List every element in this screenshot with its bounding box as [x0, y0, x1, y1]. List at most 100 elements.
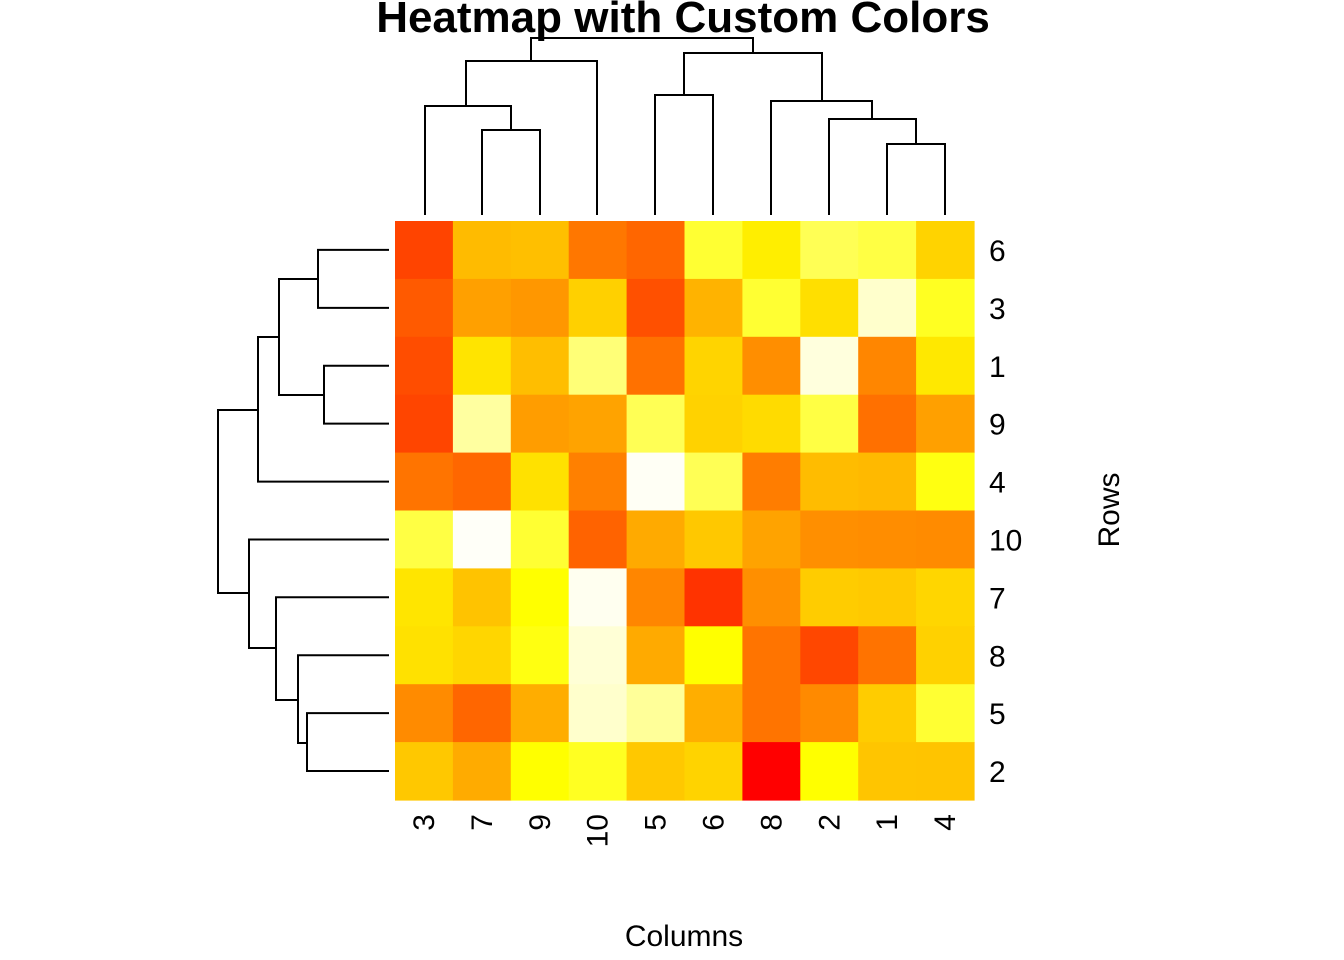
heatmap-cell-r6-c2	[800, 221, 859, 280]
row-dendrogram	[217, 248, 389, 772]
row-tick-label: 2	[989, 756, 1006, 789]
heatmap-cell-r10-c7	[452, 510, 512, 569]
row-tick-label: 6	[989, 235, 1006, 268]
heatmap-cell-r6-c7	[452, 221, 512, 280]
heatmap-cell-r6-c10	[568, 221, 628, 280]
heatmap-cell-r5-c1	[858, 684, 917, 743]
row-dendrogram-branch	[306, 712, 389, 772]
heatmap-cell-r2-c6	[684, 742, 743, 801]
column-tick-label: 5	[640, 814, 673, 831]
heatmap-cell-r5-c5	[626, 684, 686, 743]
column-dendrogram-branch	[654, 94, 714, 215]
heatmap-cell-r7-c9	[510, 568, 570, 627]
heatmap-cell-r3-c2	[800, 278, 859, 338]
column-tick-label: 7	[466, 814, 499, 831]
heatmap-cell-r1-c3	[395, 336, 454, 396]
heatmap-cell-r2-c3	[395, 742, 454, 801]
heatmap-cell-r2-c5	[626, 742, 686, 801]
heatmap-cells	[395, 221, 975, 801]
heatmap-cell-r5-c6	[684, 684, 743, 743]
column-tick-label: 6	[698, 814, 731, 831]
column-dendrogram-branch	[424, 105, 512, 215]
heatmap-cell-r7-c6	[684, 568, 743, 627]
heatmap-cell-r3-c5	[626, 278, 686, 338]
heatmap-cell-r3-c4	[916, 278, 975, 338]
heatmap-cell-r5-c2	[800, 684, 859, 743]
heatmap-cell-r2-c10	[568, 742, 628, 801]
heatmap-cell-r4-c1	[858, 452, 917, 512]
heatmap-cell-r4-c10	[568, 452, 628, 512]
column-dendrogram-branch	[886, 143, 946, 215]
heatmap-cell-r8-c2	[800, 626, 859, 685]
column-tick-label: 3	[408, 814, 441, 831]
heatmap-cell-r5-c4	[916, 684, 975, 743]
heatmap-cell-r2-c9	[510, 742, 570, 801]
heatmap-cell-r1-c7	[452, 336, 512, 396]
heatmap-cell-r7-c2	[800, 568, 859, 627]
heatmap-cell-r5-c10	[568, 684, 628, 743]
heatmap-cell-r10-c8	[742, 510, 801, 569]
column-dendrogram-branch	[465, 60, 598, 215]
heatmap-cell-r5-c9	[510, 684, 570, 743]
column-tick-label: 1	[871, 814, 904, 831]
heatmap-cell-r5-c7	[452, 684, 512, 743]
heatmap-cell-r3-c1	[858, 278, 917, 338]
heatmap-cell-r10-c3	[395, 510, 454, 569]
heatmap-cell-r8-c8	[742, 626, 801, 685]
heatmap-cell-r8-c9	[510, 626, 570, 685]
heatmap-cell-r6-c1	[858, 221, 917, 280]
column-dendrogram	[424, 37, 946, 215]
column-dendrogram-branch	[683, 52, 823, 101]
heatmap-cell-r7-c8	[742, 568, 801, 627]
heatmap-cell-r2-c4	[916, 742, 975, 801]
heatmap-cell-r7-c4	[916, 568, 975, 627]
heatmap-cell-r4-c6	[684, 452, 743, 512]
heatmap-cell-r10-c1	[858, 510, 917, 569]
row-dendrogram-branch	[217, 409, 258, 594]
heatmap-cell-r6-c3	[395, 221, 454, 280]
heatmap-cell-r1-c2	[800, 336, 859, 396]
heatmap-cell-r3-c9	[510, 278, 570, 338]
heatmap-cell-r6-c8	[742, 221, 801, 280]
heatmap-cell-r4-c5	[626, 452, 686, 512]
column-tick-labels: 3 7 9 10 5 6 8 2 1 4	[408, 814, 962, 847]
heatmap-cell-r8-c6	[684, 626, 743, 685]
heatmap-cell-r8-c5	[626, 626, 686, 685]
heatmap-cell-r8-c3	[395, 626, 454, 685]
heatmap-cell-r4-c3	[395, 452, 454, 512]
row-dendrogram-branch	[275, 596, 389, 701]
heatmap-cell-r4-c2	[800, 452, 859, 512]
row-tick-label: 8	[989, 640, 1006, 673]
row-dendrogram-branch	[297, 654, 389, 744]
heatmap-cell-r7-c1	[858, 568, 917, 627]
heatmap-cell-r3-c6	[684, 278, 743, 338]
heatmap-cell-r5-c3	[395, 684, 454, 743]
column-dendrogram-branch	[530, 37, 754, 61]
heatmap-cell-r4-c9	[510, 452, 570, 512]
heatmap-cell-r3-c10	[568, 278, 628, 338]
heatmap-cell-r1-c10	[568, 336, 628, 396]
x-axis-label: Columns	[625, 920, 743, 953]
heatmap-cell-r9-c8	[742, 394, 801, 454]
row-tick-label: 10	[989, 525, 1022, 558]
heatmap-cell-r10-c5	[626, 510, 686, 569]
row-tick-label: 9	[989, 409, 1006, 442]
heatmap-cell-r6-c6	[684, 221, 743, 280]
heatmap-cell-r1-c9	[510, 336, 570, 396]
heatmap-cell-r1-c6	[684, 336, 743, 396]
heatmap-cell-r2-c1	[858, 742, 917, 801]
heatmap-cell-r9-c2	[800, 394, 859, 454]
heatmap-cell-r9-c4	[916, 394, 975, 454]
column-tick-label: 10	[582, 814, 615, 847]
heatmap-cell-r10-c9	[510, 510, 570, 569]
heatmap-cell-r6-c9	[510, 221, 570, 280]
heatmap-cell-r4-c8	[742, 452, 801, 512]
heatmap-cell-r8-c7	[452, 626, 512, 685]
heatmap-cell-r2-c7	[452, 742, 512, 801]
heatmap-cell-r6-c5	[626, 221, 686, 280]
heatmap-cell-r5-c8	[742, 684, 801, 743]
heatmap-cell-r9-c5	[626, 394, 686, 454]
row-tick-label: 4	[989, 467, 1006, 500]
row-tick-label: 1	[989, 351, 1006, 384]
